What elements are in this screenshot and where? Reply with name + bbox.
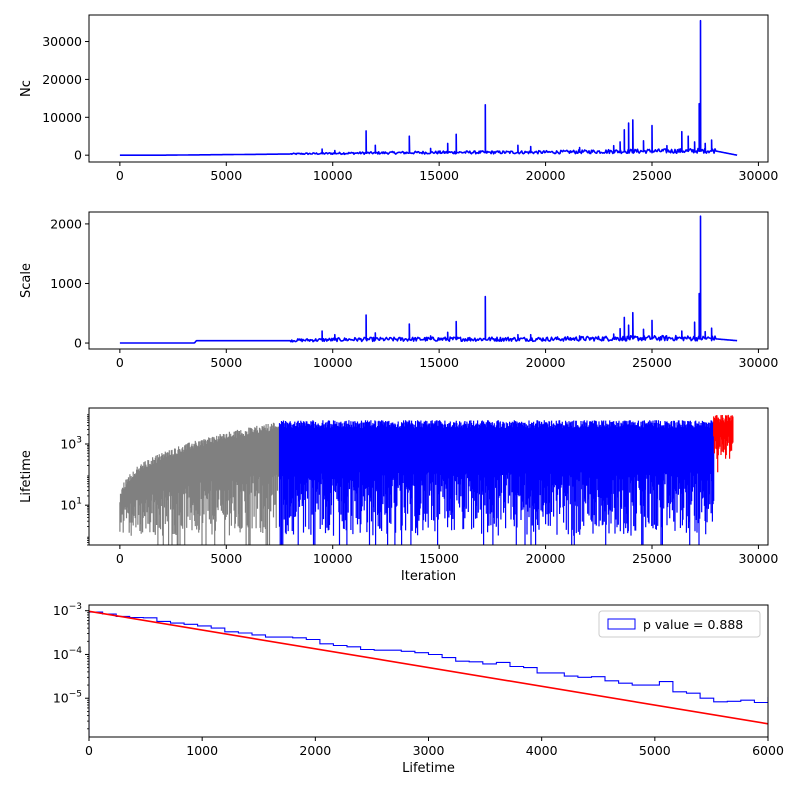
y-tick-label: 10000 [42, 110, 82, 125]
y-tick-label: 103 [60, 435, 82, 451]
x-axis-label: Lifetime [402, 761, 455, 776]
x-tick-label: 2000 [299, 743, 331, 758]
x-tick-label: 5000 [210, 551, 242, 566]
legend-label: p value = 0.888 [643, 617, 743, 632]
plot-area-0 [119, 19, 738, 156]
y-tick-label: 0 [74, 148, 82, 163]
y-tick-label: 10−4 [53, 646, 82, 662]
y-tick-label: 10−3 [53, 602, 82, 618]
x-tick-label: 25000 [632, 355, 672, 370]
x-tick-label: 25000 [632, 168, 672, 183]
plot-area-2 [119, 414, 734, 545]
y-axis-label: Lifetime [19, 450, 34, 503]
axis-ticks-1: 0 5000 10000 15000 20000 25000 30000 0 1000 2000 [50, 216, 778, 370]
x-tick-label: 10000 [313, 355, 353, 370]
x-tick-label: 0 [116, 355, 124, 370]
y-tick-label: 101 [60, 497, 82, 513]
x-tick-label: 20000 [526, 168, 566, 183]
axis-ticks-3: 0 1000 2000 3000 4000 5000 6000 10−5 10−4 10−3 [53, 602, 784, 758]
plot-area-3 [89, 610, 768, 737]
x-tick-label: 5000 [639, 743, 671, 758]
y-tick-label: 10−5 [53, 690, 82, 706]
x-tick-label: 0 [85, 743, 93, 758]
y-axis-label: Scale [19, 263, 34, 298]
x-tick-label: 1000 [186, 743, 218, 758]
x-tick-label: 3000 [413, 743, 445, 758]
axes-frame-2 [88, 407, 769, 546]
y-tick-label: 20000 [42, 72, 82, 87]
y-tick-label: 1000 [50, 276, 82, 291]
axis-ticks-0: 0 5000 10000 15000 20000 25000 30000 0 10000 2000… [42, 34, 778, 183]
series-line-0 [119, 19, 738, 156]
x-tick-label: 15000 [419, 355, 459, 370]
x-tick-label: 25000 [632, 551, 672, 566]
legend: p value = 0.888 [598, 610, 761, 638]
y-tick-label: 0 [74, 336, 82, 351]
y-axis-label: Nc [19, 80, 34, 97]
plot-area-1 [119, 215, 738, 344]
legend-swatch [607, 618, 636, 630]
x-tick-label: 20000 [526, 355, 566, 370]
x-tick-label: 10000 [313, 168, 353, 183]
y-tick-label: 2000 [50, 216, 82, 231]
x-tick-label: 5000 [210, 355, 242, 370]
legend-box [598, 610, 761, 638]
x-tick-label: 0 [116, 551, 124, 566]
fit-line [89, 610, 768, 725]
x-tick-label: 20000 [526, 551, 566, 566]
histogram-steps [89, 611, 768, 737]
x-tick-label: 30000 [739, 168, 779, 183]
axis-ticks-2: 0 5000 10000 15000 20000 25000 30000 101 103 [60, 414, 779, 566]
x-tick-label: 4000 [526, 743, 558, 758]
x-tick-label: 6000 [752, 743, 784, 758]
x-tick-label: 5000 [210, 168, 242, 183]
lifetime-series-2 [713, 414, 734, 473]
x-tick-label: 15000 [419, 168, 459, 183]
x-tick-label: 0 [116, 168, 124, 183]
axes-frame-1 [88, 211, 769, 350]
x-tick-label: 30000 [739, 551, 779, 566]
lifetime-series-1 [278, 420, 715, 545]
axes-frame-0 [88, 14, 769, 163]
x-tick-label: 15000 [419, 551, 459, 566]
x-axis-label: Iteration [401, 569, 456, 584]
x-tick-label: 10000 [313, 551, 353, 566]
series-line-1 [119, 215, 738, 344]
y-tick-label: 30000 [42, 34, 82, 49]
lifetime-series-0 [119, 422, 281, 545]
x-tick-label: 30000 [739, 355, 779, 370]
